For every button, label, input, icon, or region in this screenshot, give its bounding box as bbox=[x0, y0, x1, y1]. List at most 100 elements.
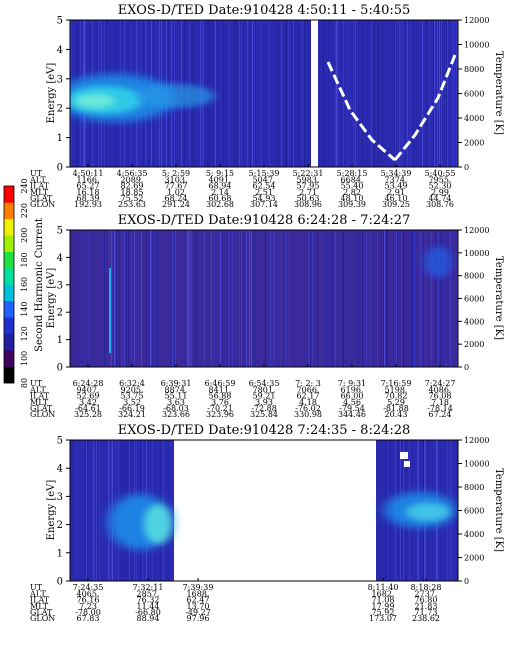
table-cell: 6:24:28 bbox=[73, 379, 104, 388]
panel-3-y2label: Temperature [K] bbox=[493, 468, 504, 552]
table-cell: 4091. bbox=[209, 175, 232, 184]
table-cell: 2.82 bbox=[343, 188, 361, 197]
table-cell: 3103. bbox=[165, 175, 188, 184]
heatmap-stripe bbox=[150, 230, 151, 367]
heatmap-stripe bbox=[254, 230, 255, 367]
energy-tick-label: 1 bbox=[57, 548, 63, 559]
heatmap-stripe bbox=[111, 230, 112, 367]
table-cell: -78.00 bbox=[75, 608, 101, 617]
table-cell: 21.83 bbox=[415, 602, 438, 611]
heatmap-stripe bbox=[350, 20, 351, 167]
heatmap-stripe bbox=[439, 20, 440, 167]
temperature-tick-label: 8000 bbox=[464, 65, 484, 74]
heatmap-stripe bbox=[446, 20, 447, 167]
table-cell: 17.99 bbox=[372, 602, 395, 611]
heatmap-stripe bbox=[343, 230, 344, 367]
colorbar-ticks: 80 100 120 140 160 180 200 220 240 bbox=[20, 178, 29, 388]
heatmap-stripe bbox=[285, 230, 286, 367]
table-cell: 13.70 bbox=[187, 602, 210, 611]
temperature-tick-label: 4000 bbox=[464, 530, 484, 539]
heatmap-stripe bbox=[456, 20, 457, 167]
table-cell: 5:40:55 bbox=[425, 169, 456, 178]
heatmap-stripe bbox=[308, 230, 309, 367]
panel-3-white-spot-2 bbox=[404, 461, 410, 467]
table-cell: -76.02 bbox=[295, 404, 321, 413]
table-cell: 7:24:27 bbox=[425, 379, 456, 388]
heatmap-stripe bbox=[211, 230, 212, 367]
temperature-tick-label: 2000 bbox=[464, 139, 484, 148]
table-cell: 9407. bbox=[77, 385, 100, 394]
panel-2-axes: 0 1 2 3 4 5 0 2000 4000 6000 8000 10000 12000 bbox=[57, 226, 490, 374]
heatmap-stripe bbox=[119, 230, 120, 367]
table-cell: 4065. bbox=[77, 589, 100, 598]
table-cell: 6:32:4 bbox=[119, 379, 145, 388]
table-cell: 5: 2:59 bbox=[162, 169, 190, 178]
table-cell: 7:24:35 bbox=[73, 583, 104, 592]
table-row-label: MLT bbox=[30, 602, 49, 611]
energy-tick-label: 0 bbox=[57, 577, 63, 588]
heatmap-stripe bbox=[228, 230, 229, 367]
heatmap-stripe bbox=[378, 20, 379, 167]
table-cell: -81.88 bbox=[383, 404, 409, 413]
panel-3-axes: 0 1 2 3 4 5 0 2000 4000 6000 8000 10000 12000 bbox=[57, 436, 490, 588]
table-cell: 76.16 bbox=[77, 596, 100, 605]
heatmap-stripe bbox=[429, 20, 430, 167]
table-cell: 5047. bbox=[253, 175, 276, 184]
table-cell: 71.73 bbox=[415, 608, 438, 617]
heatmap-stripe bbox=[434, 20, 435, 167]
temperature-tick-label: 12000 bbox=[464, 16, 489, 25]
table-row-label: GLAT bbox=[30, 608, 53, 617]
table-cell: 7: 2: 3 bbox=[295, 379, 321, 388]
heatmap-stripe bbox=[99, 440, 100, 581]
heatmap-stripe bbox=[445, 20, 446, 167]
heatmap-stripe bbox=[441, 20, 442, 167]
table-cell: 323.66 bbox=[162, 410, 190, 419]
panel-2-stripes bbox=[73, 230, 458, 367]
table-cell: 7066. bbox=[297, 385, 320, 394]
heatmap-stripe bbox=[109, 440, 110, 581]
table-cell: 325.28 bbox=[74, 410, 102, 419]
heatmap-stripe bbox=[241, 20, 242, 167]
table-cell: 3.63 bbox=[167, 398, 185, 407]
table-cell: 4:50:11 bbox=[73, 169, 104, 178]
heatmap-stripe bbox=[358, 230, 359, 367]
colorbar-swatch bbox=[4, 202, 14, 220]
heatmap-stripe bbox=[382, 20, 383, 167]
table-cell: 173.07 bbox=[369, 614, 397, 623]
heatmap-stripe bbox=[380, 440, 381, 581]
heatmap-stripe bbox=[397, 20, 398, 167]
colorbar-swatch bbox=[4, 235, 14, 252]
heatmap-stripe bbox=[171, 230, 172, 367]
table-cell: 291.24 bbox=[162, 200, 190, 209]
table-cell: 8:18:28 bbox=[411, 583, 442, 592]
table-cell: 62.17 bbox=[297, 392, 320, 401]
table-cell: 97.96 bbox=[187, 614, 210, 623]
table-cell: 4.56 bbox=[343, 398, 361, 407]
heatmap-stripe bbox=[196, 230, 197, 367]
table-cell: 5:34:39 bbox=[381, 169, 412, 178]
panel-1-table: UT 4:50:11 4:56:35 5: 2:59 5: 9:15 5:15:39 5:2… bbox=[29, 169, 455, 209]
heatmap-stripe bbox=[250, 20, 251, 167]
heatmap-stripe bbox=[252, 20, 253, 167]
energy-tick-label: 5 bbox=[57, 226, 63, 237]
heatmap-stripe bbox=[243, 230, 244, 367]
heatmap-stripe bbox=[440, 20, 441, 167]
heatmap-stripe bbox=[414, 230, 415, 367]
heatmap-stripe bbox=[425, 230, 426, 367]
heatmap-stripe bbox=[239, 20, 240, 167]
heatmap-stripe bbox=[454, 20, 455, 167]
colorbar-tick-label: 120 bbox=[20, 326, 29, 341]
heatmap-stripe bbox=[317, 230, 318, 367]
heatmap-stripe bbox=[438, 230, 439, 367]
table-cell: 59.21 bbox=[253, 392, 276, 401]
table-cell: 75.52 bbox=[121, 194, 144, 203]
heatmap-stripe bbox=[412, 230, 413, 367]
heatmap-stripe bbox=[440, 230, 441, 367]
table-cell: -70.21 bbox=[207, 404, 233, 413]
heatmap-stripe bbox=[312, 230, 313, 367]
table-row-label: ILAT bbox=[30, 392, 50, 401]
table-cell: -64.61 bbox=[75, 404, 101, 413]
heatmap-stripe bbox=[386, 230, 387, 367]
heatmap-stripe bbox=[323, 20, 324, 167]
table-cell: 20.43 bbox=[385, 410, 408, 419]
